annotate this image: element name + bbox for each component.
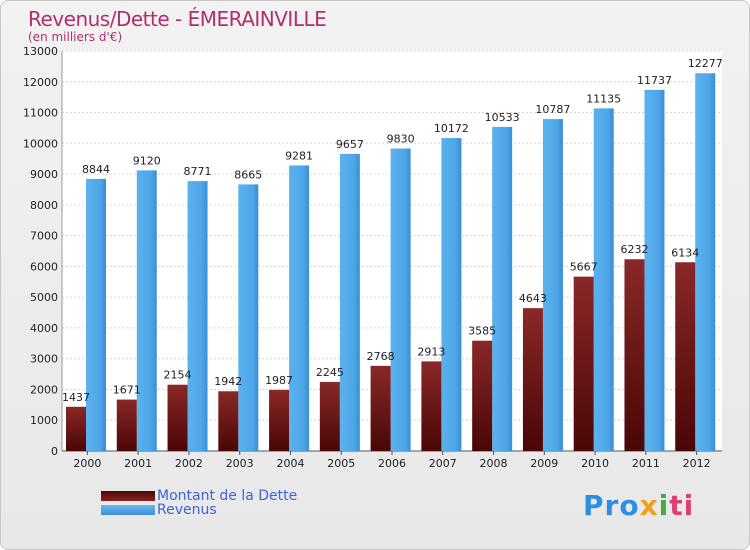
bar-dette bbox=[522, 308, 543, 451]
x-tick-label: 2011 bbox=[632, 457, 660, 470]
data-label-dette: 2154 bbox=[164, 369, 192, 382]
data-label-dette: 2245 bbox=[316, 366, 344, 379]
data-label-dette: 1437 bbox=[62, 391, 90, 404]
bar-revenus bbox=[86, 178, 106, 451]
bar-dette bbox=[472, 340, 493, 451]
data-label-dette: 1671 bbox=[113, 384, 141, 397]
y-tick-label: 5000 bbox=[30, 291, 58, 304]
data-label-dette: 6232 bbox=[620, 243, 648, 256]
y-tick-label: 12000 bbox=[23, 76, 58, 89]
bar-revenus bbox=[644, 89, 665, 451]
data-label-dette: 2913 bbox=[417, 345, 445, 358]
legend-swatch-revenus bbox=[101, 505, 155, 515]
legend-item-dette: Montant de la Dette bbox=[101, 488, 297, 504]
bar-revenus bbox=[542, 119, 563, 451]
y-tick-label: 11000 bbox=[23, 107, 58, 120]
bar-dette bbox=[167, 384, 188, 451]
bar-revenus bbox=[289, 165, 310, 451]
data-label-revenus: 9120 bbox=[133, 154, 161, 167]
data-label-revenus: 9657 bbox=[336, 138, 364, 151]
legend-swatch-dette bbox=[101, 491, 155, 501]
data-label-dette: 1987 bbox=[265, 374, 293, 387]
bar-revenus bbox=[238, 184, 259, 451]
bar-dette bbox=[370, 365, 391, 451]
data-label-revenus: 8771 bbox=[184, 165, 212, 178]
y-tick-label: 0 bbox=[51, 445, 58, 458]
legend-label-revenus: Revenus bbox=[157, 502, 217, 518]
x-tick-label: 2012 bbox=[683, 457, 711, 470]
bar-dette bbox=[624, 259, 645, 451]
data-label-revenus: 10533 bbox=[485, 111, 520, 124]
data-label-revenus: 8665 bbox=[234, 168, 262, 181]
x-tick-label: 2009 bbox=[530, 457, 558, 470]
x-tick-label: 2005 bbox=[327, 457, 355, 470]
data-label-dette: 2768 bbox=[367, 350, 395, 363]
x-tick-label: 2007 bbox=[429, 457, 457, 470]
data-label-dette: 4643 bbox=[519, 292, 547, 305]
x-tick-label: 2006 bbox=[378, 457, 406, 470]
y-tick-label: 10000 bbox=[23, 137, 58, 150]
chart-title: Revenus/Dette - ÉMERAINVILLE bbox=[28, 7, 327, 31]
bar-dette bbox=[116, 399, 137, 451]
x-tick-label: 2001 bbox=[124, 457, 152, 470]
data-label-revenus: 10787 bbox=[535, 103, 570, 116]
bar-revenus bbox=[492, 126, 513, 452]
logo-part-4: ti bbox=[669, 489, 695, 522]
x-tick-label: 2010 bbox=[581, 457, 609, 470]
logo-part-1: Pro bbox=[583, 489, 640, 522]
data-label-dette: 1942 bbox=[214, 375, 242, 388]
bar-dette bbox=[269, 389, 290, 451]
y-tick-label: 4000 bbox=[30, 322, 58, 335]
bar-revenus bbox=[187, 181, 208, 451]
x-tick-label: 2002 bbox=[175, 457, 203, 470]
data-label-revenus: 9281 bbox=[285, 149, 313, 162]
data-label-dette: 6134 bbox=[671, 246, 699, 259]
legend-label-dette: Montant de la Dette bbox=[157, 488, 298, 504]
x-tick-label: 2004 bbox=[276, 457, 304, 470]
y-tick-label: 7000 bbox=[30, 230, 58, 243]
bar-dette bbox=[573, 276, 594, 451]
y-tick-label: 6000 bbox=[30, 260, 58, 273]
y-tick-label: 13000 bbox=[23, 45, 58, 58]
legend-item-revenus: Revenus bbox=[101, 502, 217, 518]
bar-revenus bbox=[136, 170, 157, 451]
data-label-revenus: 10172 bbox=[434, 122, 469, 135]
y-tick-label: 1000 bbox=[30, 414, 58, 427]
bar-revenus bbox=[339, 153, 360, 451]
y-tick-label: 3000 bbox=[30, 353, 58, 366]
y-tick-label: 9000 bbox=[30, 168, 58, 181]
x-tick-label: 2000 bbox=[73, 457, 101, 470]
bar-dette bbox=[319, 381, 340, 451]
data-label-dette: 3585 bbox=[468, 325, 496, 338]
data-label-revenus: 8844 bbox=[82, 163, 110, 176]
bar-revenus bbox=[441, 138, 462, 451]
x-tick-label: 2003 bbox=[226, 457, 254, 470]
bar-revenus bbox=[695, 73, 716, 451]
logo-part-2: x bbox=[639, 489, 659, 522]
bar-dette bbox=[675, 262, 696, 451]
data-label-dette: 5667 bbox=[570, 261, 598, 274]
x-tick-label: 2008 bbox=[480, 457, 508, 470]
bar-dette bbox=[421, 361, 442, 451]
bar-dette bbox=[66, 406, 86, 451]
data-label-revenus: 9830 bbox=[387, 133, 415, 146]
logo-part-3: i bbox=[658, 489, 670, 522]
proxiti-logo: Proxiti bbox=[583, 489, 694, 522]
data-label-revenus: 12277 bbox=[688, 57, 723, 70]
data-label-revenus: 11135 bbox=[586, 92, 621, 105]
bar-revenus bbox=[593, 108, 614, 451]
chart-subtitle: (en milliers d'€) bbox=[28, 30, 123, 44]
bar-dette bbox=[218, 391, 239, 451]
y-tick-label: 8000 bbox=[30, 199, 58, 212]
y-tick-label: 2000 bbox=[30, 383, 58, 396]
bar-revenus bbox=[390, 148, 411, 452]
data-label-revenus: 11737 bbox=[637, 74, 672, 87]
